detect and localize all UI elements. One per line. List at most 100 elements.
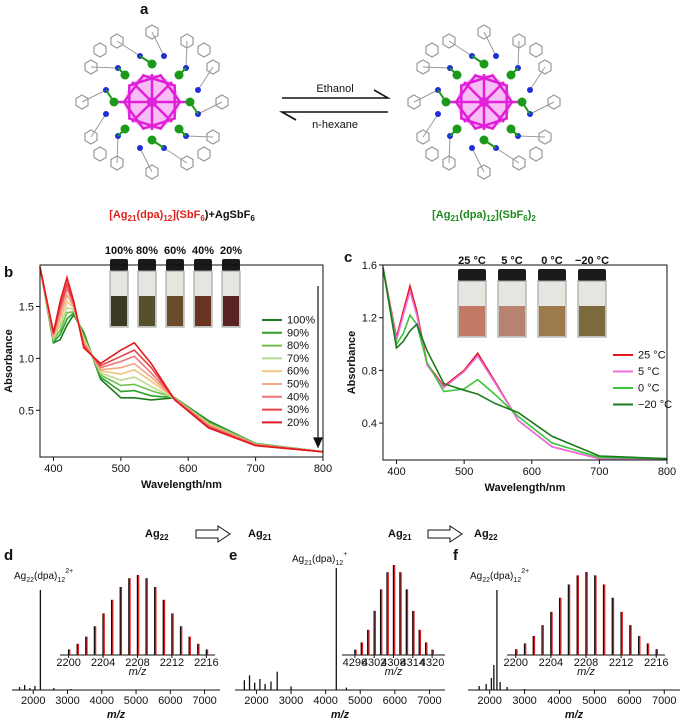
- transition-arrow: [195, 525, 231, 543]
- inset-tick-label: 4320: [420, 657, 444, 669]
- x-tick-label: 5000: [348, 695, 372, 707]
- formula-part: Ag: [145, 528, 160, 540]
- formula-part: 2+: [65, 568, 73, 575]
- x-tick-label: 6000: [383, 695, 407, 707]
- vial-solution: [539, 306, 565, 336]
- absorbance-curve: [39, 266, 324, 453]
- x-tick-label: 6000: [158, 695, 182, 707]
- x-tick-label: 4000: [90, 695, 114, 707]
- formula-part: )+AgSbF: [205, 209, 251, 221]
- x-tick-label: 2000: [244, 695, 268, 707]
- formula-part: Ag: [14, 571, 26, 582]
- legend-label: 30%: [287, 404, 309, 416]
- formula-part: (dpa): [34, 571, 57, 582]
- vial-solution: [195, 296, 211, 326]
- legend-label: 90%: [287, 327, 309, 339]
- x-tick-label: 800: [658, 466, 676, 478]
- transition-from: Ag21: [388, 528, 412, 542]
- vial-solution: [579, 306, 605, 336]
- vial-label: −20 °C: [575, 255, 609, 267]
- x-axis-label: Wavelength/nm: [485, 482, 566, 494]
- y-tick-label: 0.5: [19, 405, 34, 417]
- plot-frame: [382, 264, 668, 461]
- inset-tick-label: 4302: [362, 657, 386, 669]
- formula-part: 6: [523, 214, 528, 223]
- inset-tick-label: 2216: [644, 657, 668, 669]
- formula-part: (dpa): [136, 209, 163, 221]
- legend-label: 40%: [287, 391, 309, 403]
- formula-part: 6: [200, 214, 205, 223]
- x-tick-label: 7000: [652, 695, 676, 707]
- trend-arrow: [313, 286, 323, 449]
- inset-tick-label: 2204: [91, 657, 115, 669]
- formula-part: 22: [482, 577, 490, 584]
- vial-label: 40%: [192, 245, 214, 257]
- y-axis-label: Absorbance: [346, 331, 358, 395]
- vial-cap: [458, 269, 486, 281]
- x-tick-label: 3000: [512, 695, 536, 707]
- x-tick-label: 7000: [192, 695, 216, 707]
- formula-part: 21: [403, 533, 412, 542]
- inset-tick-label: 2204: [539, 657, 563, 669]
- legend-label: 5 °C: [638, 366, 660, 378]
- legend-label: 60%: [287, 366, 309, 378]
- inset-tick-label: 2200: [56, 657, 80, 669]
- formula-part: (dpa): [490, 571, 513, 582]
- cluster-structure: [76, 25, 228, 179]
- peak-label: Ag22(dpa)122+: [470, 568, 529, 584]
- x-axis-label: m/z: [107, 709, 126, 721]
- inset-axis-label: m/z: [577, 666, 595, 678]
- formula-part: 12: [163, 214, 172, 223]
- x-tick-label: 800: [314, 463, 332, 475]
- inset-axis-label: m/z: [385, 666, 403, 678]
- formula-part: 12: [57, 577, 65, 584]
- x-tick-label: 500: [112, 463, 130, 475]
- formula-part: Ag: [388, 528, 403, 540]
- transition-from: Ag22: [145, 528, 169, 542]
- transition-arrow: [427, 525, 463, 543]
- formula-part: (dpa): [312, 554, 335, 565]
- formula-part: Ag: [248, 528, 263, 540]
- panel-label: c: [344, 249, 352, 266]
- formula-part: 6: [250, 214, 255, 223]
- formula-part: (dpa): [459, 209, 486, 221]
- x-tick-label: 700: [590, 466, 608, 478]
- y-tick-label: 1.6: [362, 260, 377, 272]
- x-tick-label: 2000: [477, 695, 501, 707]
- vial-solution: [499, 306, 525, 336]
- formula-part: 21: [450, 214, 459, 223]
- x-tick-label: 2000: [21, 695, 45, 707]
- x-tick-label: 4000: [547, 695, 571, 707]
- vial-label: 60%: [164, 245, 186, 257]
- x-tick-label: 6000: [617, 695, 641, 707]
- plot-frame: [39, 264, 324, 458]
- vial-cap: [578, 269, 606, 281]
- vial-cap: [498, 269, 526, 281]
- x-tick-label: 5000: [582, 695, 606, 707]
- vial-cap: [538, 269, 566, 281]
- x-tick-label: 600: [179, 463, 197, 475]
- formula: [Ag21(dpa)12](SbF6)+AgSbF6: [109, 209, 255, 223]
- formula-part: 2+: [521, 568, 529, 575]
- vial-solution: [111, 296, 127, 326]
- vial-label: 25 °C: [458, 255, 486, 267]
- formula-part: 21: [304, 560, 312, 567]
- formula-part: Ag: [474, 528, 489, 540]
- vial-label: 0 °C: [541, 255, 563, 267]
- formula-part: 12: [335, 560, 343, 567]
- absorbance-curve: [39, 266, 324, 453]
- inset-tick-label: 2200: [504, 657, 528, 669]
- transition-to: Ag21: [248, 528, 272, 542]
- formula-part: [Ag: [432, 209, 450, 221]
- inset-tick-label: 2212: [609, 657, 633, 669]
- legend-label: 100%: [287, 315, 315, 327]
- legend-label: 25 °C: [638, 350, 666, 362]
- y-tick-label: 1.5: [19, 302, 34, 314]
- x-tick-label: 600: [523, 466, 541, 478]
- panel-label: e: [229, 547, 237, 564]
- vial-solution: [167, 296, 183, 326]
- formula: [Ag21(dpa)12](SbF6)2: [432, 209, 536, 223]
- x-tick-label: 5000: [124, 695, 148, 707]
- formula-part: +: [343, 551, 347, 558]
- formula-part: 21: [263, 533, 272, 542]
